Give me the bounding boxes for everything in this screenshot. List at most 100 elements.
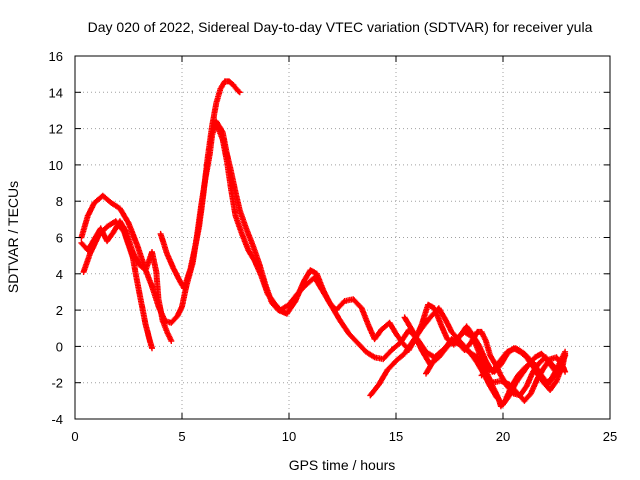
data-point (151, 285, 153, 288)
data-point (506, 385, 509, 388)
data-point (245, 227, 247, 230)
data-point (238, 91, 241, 94)
data-point (438, 352, 440, 355)
data-point (343, 300, 346, 302)
data-point (500, 363, 502, 366)
x-tick-label-1: 5 (178, 429, 185, 444)
data-point (493, 371, 496, 373)
data-point (551, 378, 554, 380)
y-tick-label-9: 14 (49, 85, 63, 100)
data-point (288, 303, 290, 306)
data-point (523, 400, 526, 402)
data-point (296, 292, 299, 295)
data-point (253, 260, 256, 262)
data-point (228, 80, 230, 83)
data-point (236, 89, 239, 92)
data-point (157, 298, 160, 301)
data-point (450, 331, 453, 333)
series-track-4 (157, 78, 243, 292)
y-tick-label-1: -2 (51, 376, 63, 391)
data-point (427, 303, 429, 306)
data-point (450, 338, 453, 340)
data-point (519, 351, 521, 353)
data-point (159, 233, 162, 235)
data-point (87, 214, 89, 217)
data-point (440, 323, 442, 326)
data-point (420, 327, 423, 330)
data-point (161, 320, 164, 322)
data-point (476, 361, 479, 364)
data-point (365, 351, 367, 353)
data-point (89, 253, 91, 255)
data-point (232, 84, 235, 86)
data-point (80, 242, 83, 244)
data-point (234, 191, 237, 193)
data-point (80, 236, 83, 239)
data-point (480, 331, 483, 333)
data-point (555, 356, 558, 359)
data-point (431, 361, 434, 364)
data-point (151, 347, 153, 350)
y-tick-label-4: 4 (56, 267, 63, 282)
y-axis-label: SDTVAR / TECUs (5, 181, 21, 293)
data-point (93, 202, 96, 204)
data-point (303, 280, 305, 282)
data-point (523, 367, 526, 369)
data-point (510, 385, 513, 388)
data-series (78, 78, 569, 410)
series-markers-4 (211, 122, 569, 404)
data-point (540, 352, 543, 355)
data-point (549, 389, 551, 391)
data-point (420, 349, 423, 351)
data-point (463, 331, 466, 333)
data-point (266, 292, 269, 295)
data-point (194, 247, 196, 250)
data-point (313, 276, 316, 279)
data-point (136, 243, 138, 246)
data-point (241, 233, 243, 235)
y-tick-label-2: 0 (56, 339, 63, 354)
y-tick-label-6: 8 (56, 194, 63, 209)
data-point (97, 234, 100, 237)
data-point (170, 340, 173, 342)
data-point (395, 332, 397, 335)
data-point (123, 231, 126, 233)
data-point (489, 354, 491, 357)
data-point (356, 341, 359, 344)
data-point (369, 394, 372, 397)
data-point (217, 127, 220, 130)
data-point (215, 102, 218, 104)
data-point (470, 352, 472, 355)
data-point (260, 274, 262, 277)
x-tick-label-3: 15 (389, 429, 403, 444)
data-point (224, 80, 226, 83)
data-point (506, 352, 509, 355)
x-tick-label-5: 25 (603, 429, 617, 444)
data-point (525, 385, 528, 388)
data-point (140, 302, 143, 304)
data-point (564, 354, 566, 357)
data-point (219, 87, 222, 90)
data-point (119, 207, 121, 210)
data-point (536, 378, 539, 380)
data-point (155, 271, 158, 273)
data-point (551, 363, 554, 366)
data-point (172, 267, 175, 270)
data-point (213, 124, 215, 126)
data-point (87, 249, 89, 252)
data-point (322, 291, 325, 293)
data-point (183, 287, 185, 290)
data-point (136, 280, 138, 282)
data-point (378, 383, 380, 386)
data-point (273, 302, 275, 304)
data-point (309, 269, 312, 271)
data-point (444, 347, 447, 350)
data-point (557, 369, 560, 371)
data-point (555, 380, 558, 382)
data-point (176, 314, 179, 317)
data-point (388, 322, 391, 324)
data-point (138, 263, 140, 266)
y-tick-label-7: 10 (49, 158, 63, 173)
data-point (166, 331, 168, 333)
series-track-9 (478, 345, 569, 386)
